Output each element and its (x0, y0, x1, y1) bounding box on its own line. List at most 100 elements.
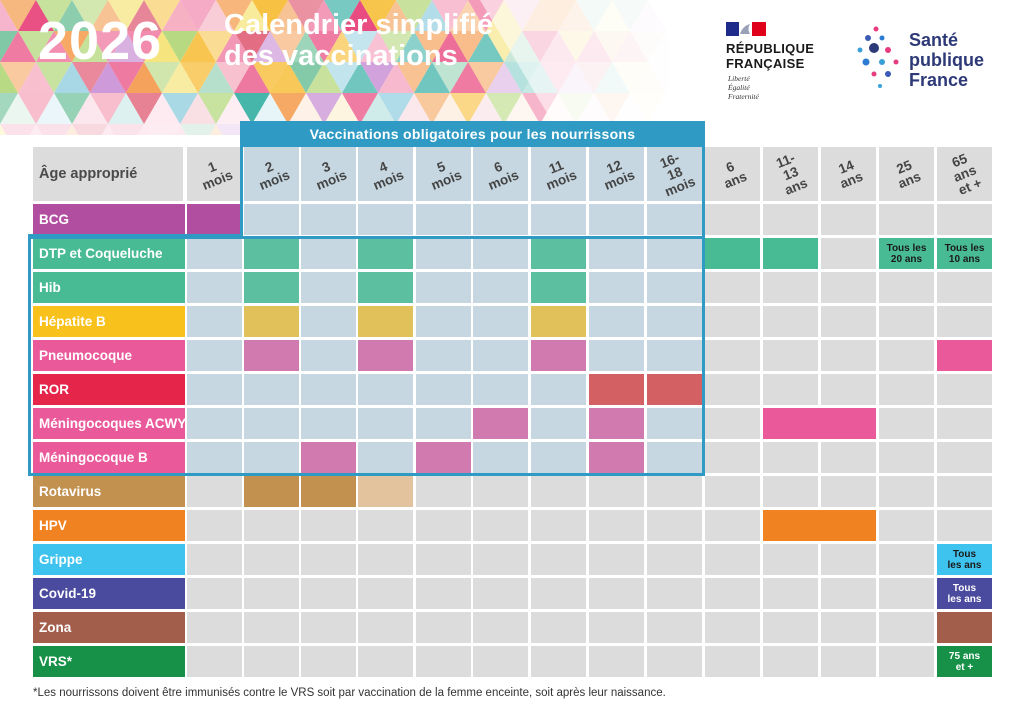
grid-cell (937, 306, 992, 337)
vaccine-label: BCG (33, 204, 185, 235)
grid-cell (937, 442, 992, 473)
grid-cell (473, 374, 528, 405)
vaccination-cell (763, 238, 818, 269)
grid-cell (879, 476, 934, 507)
vaccine-label: VRS* (33, 646, 185, 677)
column-header-label: 2 mois (256, 158, 292, 193)
grid-cell (763, 578, 818, 609)
cell-note: Tous les ans (947, 548, 982, 571)
grid-cell (647, 340, 702, 371)
column-header-label: 4 mois (370, 158, 406, 193)
grid-cell (473, 476, 528, 507)
column-header-label: 11-13 ans (773, 150, 810, 198)
column-header-label: 12 mois (601, 157, 637, 193)
grid-cell (473, 544, 528, 575)
grid-cell (416, 510, 471, 541)
grid-cell (647, 510, 702, 541)
grid-cell (647, 238, 702, 269)
vaccination-cell (416, 442, 471, 473)
grid-cell (301, 306, 356, 337)
grid-cell (301, 238, 356, 269)
grid-cell (937, 272, 992, 303)
grid-cell (358, 374, 413, 405)
vaccination-cell (244, 238, 299, 269)
grid-cell (358, 510, 413, 541)
mandatory-frame-step (28, 234, 243, 237)
cell-note: Tous les 20 ans (886, 242, 927, 265)
grid-cell (821, 476, 876, 507)
grid-cell (589, 340, 644, 371)
vaccination-cell (937, 238, 992, 269)
grid-cell (879, 646, 934, 677)
grid-cell (647, 612, 702, 643)
grid-cell (705, 374, 760, 405)
grid-cell (821, 340, 876, 371)
grid-cell (879, 578, 934, 609)
grid-cell (416, 612, 471, 643)
grid-cell (473, 510, 528, 541)
grid-cell (647, 306, 702, 337)
grid-cell (705, 340, 760, 371)
grid-cell (763, 612, 818, 643)
grid-cell (473, 340, 528, 371)
vaccine-label: DTP et Coqueluche (33, 238, 185, 269)
grid-cell (763, 442, 818, 473)
grid-cell (473, 612, 528, 643)
grid-cell (187, 374, 242, 405)
grid-cell (589, 510, 644, 541)
grid-cell (473, 306, 528, 337)
cell-note: 75 ans et + (948, 650, 981, 673)
grid-cell (244, 578, 299, 609)
column-header: 11-13 ans (763, 147, 818, 201)
grid-cell (416, 578, 471, 609)
vaccination-cell (589, 442, 644, 473)
vaccination-cell (244, 272, 299, 303)
vaccine-label: Méningocoque B (33, 442, 185, 473)
vaccination-cell (187, 204, 242, 235)
grid-cell (705, 306, 760, 337)
grid-cell (473, 578, 528, 609)
grid-cell (705, 544, 760, 575)
vaccine-label: ROR (33, 374, 185, 405)
grid-cell (187, 612, 242, 643)
grid-cell (763, 476, 818, 507)
grid-cell (589, 306, 644, 337)
grid-cell (244, 510, 299, 541)
grid-cell (879, 272, 934, 303)
grid-cell (358, 442, 413, 473)
column-header-label: 6 ans (721, 158, 749, 192)
column-header: 2 mois (244, 147, 299, 201)
grid-cell (244, 442, 299, 473)
grid-cell (531, 646, 586, 677)
grid-cell (879, 374, 934, 405)
vaccination-cell (531, 272, 586, 303)
grid-cell (244, 408, 299, 439)
column-header-label: 11 mois (543, 157, 579, 193)
vaccination-cell (358, 238, 413, 269)
grid-cell (187, 544, 242, 575)
column-header-label: 6 mois (485, 158, 521, 193)
grid-cell (244, 646, 299, 677)
grid-cell (416, 476, 471, 507)
vaccination-cell (358, 272, 413, 303)
column-header: 16-18 mois (647, 147, 702, 201)
vaccine-label: Pneumocoque (33, 340, 185, 371)
grid-cell (705, 612, 760, 643)
grid-cell (821, 204, 876, 235)
grid-cell (301, 646, 356, 677)
grid-cell (301, 374, 356, 405)
vaccine-label: Rotavirus (33, 476, 185, 507)
column-header-label: 1 mois (199, 158, 235, 193)
grid-cell (879, 204, 934, 235)
grid-cell (879, 442, 934, 473)
column-header: 4 mois (358, 147, 413, 201)
grid-cell (416, 646, 471, 677)
grid-cell (187, 340, 242, 371)
grid-cell (301, 340, 356, 371)
grid-cell (416, 272, 471, 303)
grid-cell (187, 442, 242, 473)
grid-cell (705, 442, 760, 473)
vaccination-cell (473, 408, 528, 439)
age-column-header: Âge approprié (33, 147, 183, 201)
grid-cell (763, 374, 818, 405)
